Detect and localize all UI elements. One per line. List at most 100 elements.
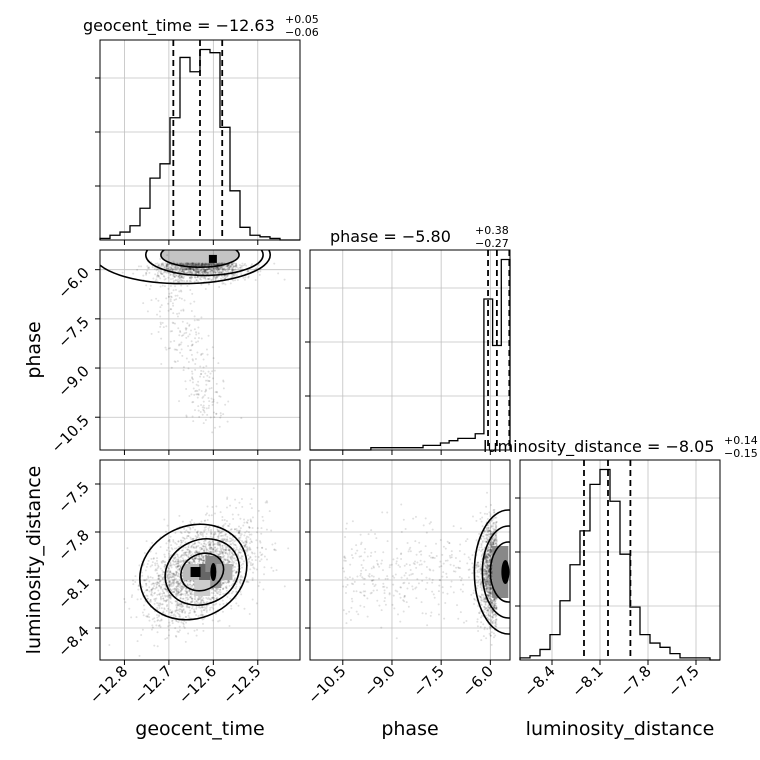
sample-point	[232, 564, 235, 567]
sample-point	[386, 577, 389, 580]
sample-point	[216, 543, 219, 546]
sample-point	[238, 557, 241, 560]
sample-point	[156, 631, 159, 634]
sample-point	[189, 279, 192, 282]
sample-point	[157, 602, 160, 605]
sample-point	[208, 264, 211, 267]
sample-point	[194, 270, 197, 273]
sample-point	[214, 543, 217, 546]
sample-point	[490, 619, 493, 622]
sample-point	[195, 264, 198, 267]
sample-point	[415, 586, 418, 589]
sample-point	[230, 267, 233, 270]
sample-point	[157, 264, 160, 267]
sample-point	[490, 551, 493, 554]
sample-point	[224, 558, 227, 561]
sample-point	[193, 601, 196, 604]
sample-point	[179, 584, 182, 587]
sample-point	[344, 535, 347, 538]
sample-point	[178, 400, 181, 403]
sample-point	[165, 576, 168, 579]
sample-point	[197, 262, 200, 265]
sample-point	[224, 269, 227, 272]
sample-point	[397, 613, 400, 616]
sample-point	[169, 285, 172, 288]
sample-point	[227, 559, 230, 562]
sample-point	[175, 269, 178, 272]
sample-point	[191, 381, 194, 384]
sample-point	[495, 539, 498, 542]
sample-point	[214, 267, 217, 270]
sample-point	[235, 583, 238, 586]
sample-point	[360, 541, 363, 544]
sample-point	[181, 279, 184, 282]
sample-point	[166, 262, 169, 265]
sample-point	[220, 262, 223, 265]
sample-point	[486, 517, 489, 520]
sample-point	[244, 276, 247, 279]
sample-point	[187, 606, 190, 609]
sample-point	[185, 551, 188, 554]
sample-point	[494, 622, 497, 625]
sample-point	[215, 552, 218, 555]
sample-point	[215, 589, 218, 592]
sample-point	[168, 268, 171, 271]
sample-point	[174, 574, 177, 577]
sample-point	[443, 617, 446, 620]
sample-point	[195, 341, 198, 344]
sample-point	[216, 263, 219, 266]
sample-point	[191, 597, 194, 600]
sample-point	[206, 264, 209, 267]
sample-point	[421, 579, 424, 582]
sample-point	[485, 587, 488, 590]
sample-point	[168, 584, 171, 587]
sample-point	[214, 276, 217, 279]
sample-point	[183, 269, 186, 272]
sample-point	[363, 583, 366, 586]
sample-point	[190, 591, 193, 594]
sample-point	[237, 267, 240, 270]
sample-point	[234, 597, 237, 600]
sample-point	[374, 532, 377, 535]
sample-point	[179, 269, 182, 272]
sample-point	[206, 598, 209, 601]
sample-point	[202, 559, 205, 562]
sample-point	[151, 576, 154, 579]
sample-point	[175, 605, 178, 608]
sample-point	[170, 582, 173, 585]
sample-point	[485, 541, 488, 544]
sample-point	[216, 528, 219, 531]
sample-point	[156, 602, 159, 605]
sample-point	[201, 532, 204, 535]
sample-point	[246, 519, 249, 522]
sample-point	[243, 264, 246, 267]
sample-point	[235, 264, 238, 267]
sample-point	[484, 559, 487, 562]
sample-point	[181, 549, 184, 552]
sample-point	[198, 562, 201, 565]
sample-point	[159, 265, 162, 268]
sample-point	[467, 556, 470, 559]
sample-point	[168, 571, 171, 574]
sample-point	[172, 584, 175, 587]
sample-point	[206, 519, 209, 522]
sample-point	[194, 268, 197, 271]
sample-point	[239, 547, 242, 550]
sample-point	[283, 278, 286, 281]
sample-point	[186, 262, 189, 265]
sample-point	[487, 535, 490, 538]
sample-point	[151, 618, 154, 621]
sample-point	[481, 539, 484, 542]
sample-point	[179, 608, 182, 611]
sample-point	[226, 420, 229, 423]
sample-point	[192, 268, 195, 271]
sample-point	[148, 580, 151, 583]
sample-point	[229, 265, 232, 268]
sample-point	[145, 582, 148, 585]
sample-point	[193, 611, 196, 614]
sample-point	[188, 589, 191, 592]
sample-point	[148, 271, 151, 274]
sample-point	[403, 596, 406, 599]
sample-point	[226, 559, 229, 562]
